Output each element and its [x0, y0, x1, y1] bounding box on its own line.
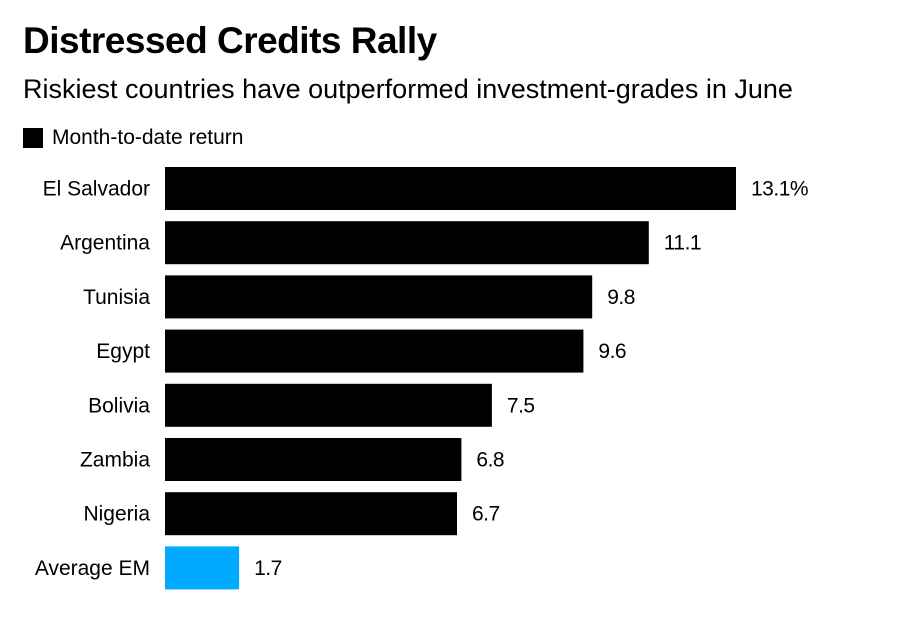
value-label: 6.7	[472, 503, 500, 526]
chart-subtitle: Riskiest countries have outperformed inv…	[23, 74, 793, 104]
value-label: 6.8	[476, 449, 504, 472]
value-label: 9.8	[607, 286, 635, 309]
bar	[165, 329, 584, 373]
value-label: 9.6	[598, 340, 626, 363]
value-label: 7.5	[507, 394, 535, 417]
bar	[165, 438, 462, 481]
chart-title: Distressed Credits Rally	[23, 20, 437, 61]
category-label: Egypt	[96, 340, 150, 363]
category-label: Tunisia	[83, 286, 150, 309]
legend: Month-to-date return	[23, 124, 243, 152]
bar	[165, 492, 457, 536]
category-label: El Salvador	[43, 178, 150, 201]
value-label: 13.1%	[751, 178, 808, 201]
category-label: Argentina	[60, 232, 150, 255]
category-label: Average EM	[35, 557, 150, 580]
category-label: Zambia	[80, 449, 150, 472]
category-label: Bolivia	[88, 394, 150, 417]
value-label: 1.7	[254, 557, 282, 580]
bar	[165, 275, 593, 319]
value-label: 11.1	[664, 232, 701, 255]
bar	[165, 546, 240, 590]
category-label: Nigeria	[83, 503, 150, 526]
legend-label: Month-to-date return	[52, 126, 244, 149]
legend-swatch	[23, 128, 43, 148]
bar	[165, 221, 649, 265]
bar	[165, 383, 492, 427]
bar	[165, 167, 736, 210]
